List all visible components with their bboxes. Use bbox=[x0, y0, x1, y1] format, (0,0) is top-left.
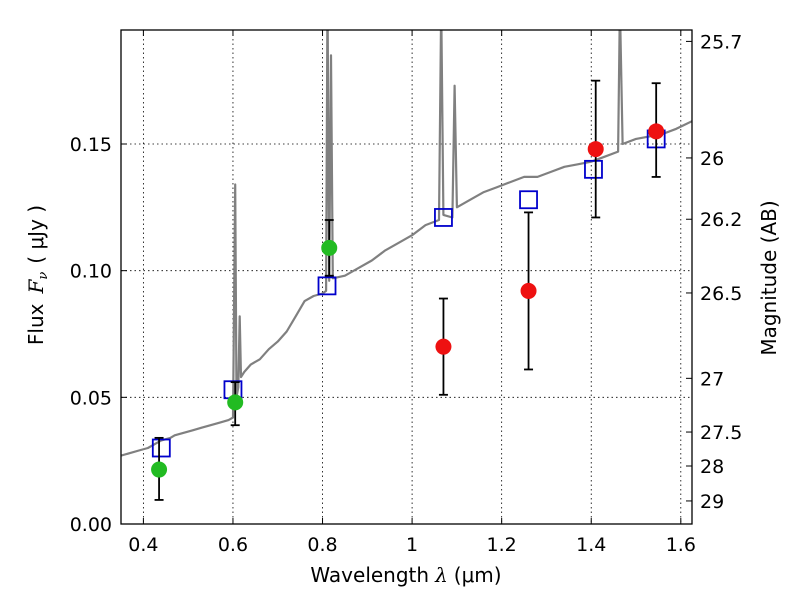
y2-tick-label: 29 bbox=[700, 491, 724, 513]
y-tick-label: 0.10 bbox=[70, 261, 112, 283]
model-point bbox=[317, 276, 337, 296]
y2-tick-label: 27 bbox=[700, 368, 724, 390]
y-tick-label: 0.05 bbox=[70, 387, 112, 409]
observed-point bbox=[648, 123, 665, 140]
x-tick-label: 1.4 bbox=[576, 534, 606, 556]
model-point bbox=[434, 208, 453, 227]
axis-ticks: 0.4 0.6 0.8 1 1.2 1.4 1.6 0.00 0.05 0.10 0.15 25.7 2… bbox=[70, 30, 742, 556]
x-tick-label: 0.6 bbox=[218, 534, 248, 556]
observed-point bbox=[227, 394, 244, 411]
series-group bbox=[121, 30, 692, 501]
x-tick-label: 0.4 bbox=[128, 534, 158, 556]
observed-point bbox=[587, 141, 604, 158]
y2-tick-label: 26.5 bbox=[700, 283, 742, 305]
observed-point bbox=[151, 461, 168, 478]
x-tick-label: 1 bbox=[406, 534, 418, 556]
y2-tick-label: 25.7 bbox=[700, 31, 742, 53]
observed-point bbox=[321, 239, 338, 256]
x-axis-title: Wavelength λ (μm) bbox=[310, 563, 501, 587]
model-point bbox=[519, 190, 538, 210]
spectrum-line bbox=[121, 30, 692, 457]
y2-tick-label: 27.5 bbox=[700, 422, 742, 444]
y-tick-label: 0.15 bbox=[70, 134, 112, 156]
x-tick-label: 0.8 bbox=[307, 534, 337, 556]
y2-tick-label: 28 bbox=[700, 456, 724, 478]
y-axis-title: FluxFν( μJy ) bbox=[24, 205, 51, 345]
model-point bbox=[584, 159, 603, 179]
plot-area bbox=[121, 30, 692, 501]
x-tick-label: 1.6 bbox=[666, 534, 696, 556]
grid bbox=[121, 30, 692, 525]
x-tick-label: 1.2 bbox=[487, 534, 517, 556]
y-axis-title-text: Flux bbox=[24, 303, 48, 345]
observed-point bbox=[520, 282, 537, 299]
y2-tick-label: 26.2 bbox=[700, 209, 742, 231]
model-point bbox=[151, 438, 171, 458]
observed-point bbox=[435, 338, 452, 355]
x-axis-title-text: Wavelength bbox=[310, 563, 429, 587]
y2-axis-title: Magnitude (AB) bbox=[757, 200, 781, 355]
y-tick-label: 0.00 bbox=[70, 514, 112, 536]
plot-frame bbox=[120, 29, 693, 525]
y2-tick-label: 26 bbox=[700, 148, 724, 170]
